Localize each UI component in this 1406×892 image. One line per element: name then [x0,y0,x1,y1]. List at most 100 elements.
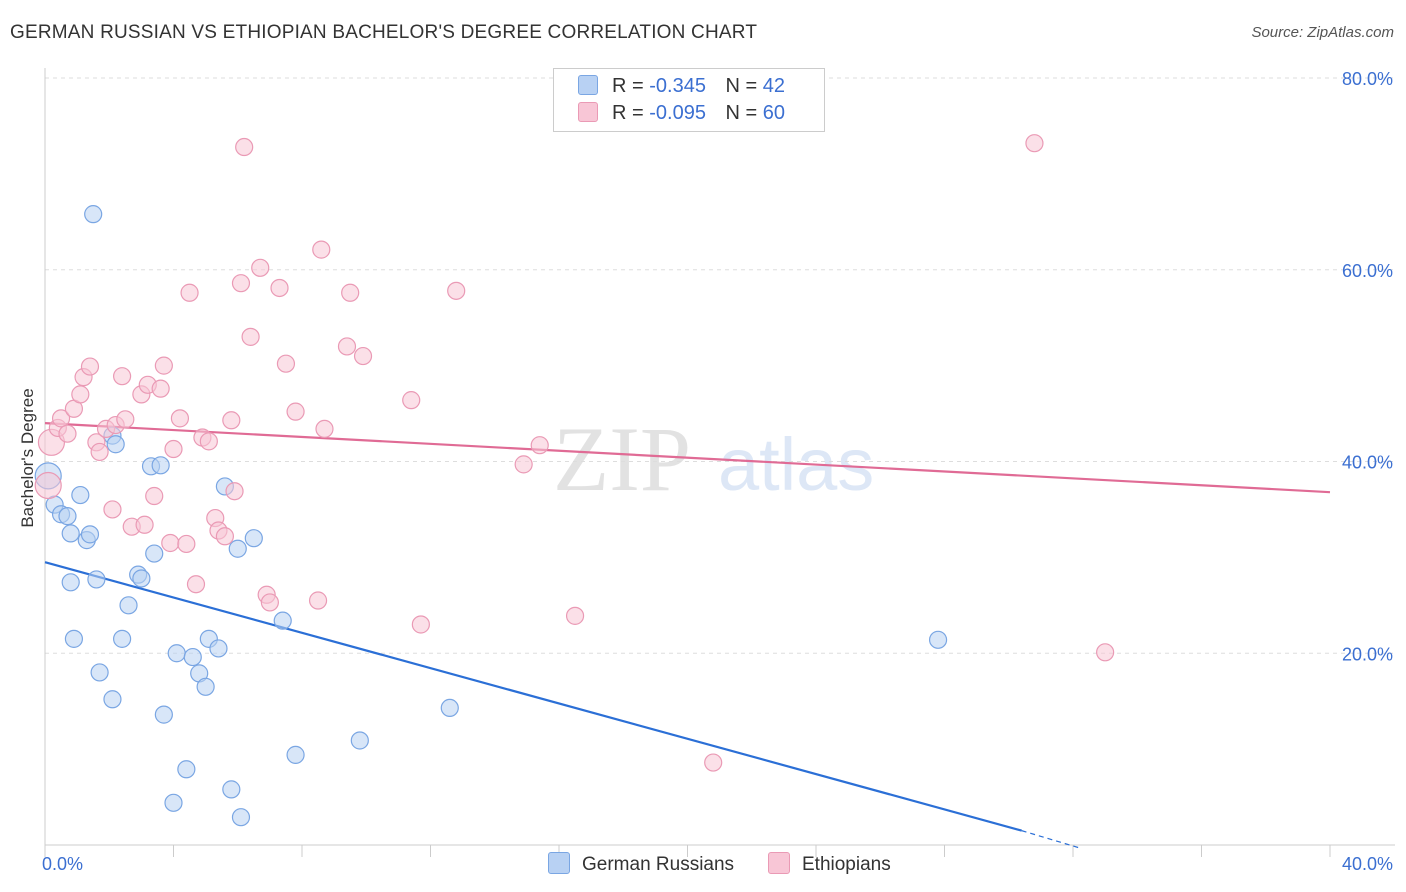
ethiopian-point [90,442,109,462]
x-tick-label: 0.0% [42,854,83,874]
ethiopian-point [1096,643,1115,662]
ethiopian-point [270,278,289,298]
data-points [34,134,1115,827]
german-russian-point [132,569,151,588]
ethiopian-point [447,281,466,300]
german-russian-point [154,705,173,724]
tick-labels: 20.0% 40.0% 60.0% 80.0% 0.0% 40.0% [42,69,1393,874]
ethiopian-point [402,391,421,410]
ethiopian-point [164,439,183,459]
y-tick-label: 80.0% [1342,69,1393,89]
ethiopian-point [51,409,71,428]
legend-r-label: R = [612,102,644,124]
ethiopian-point [186,575,206,594]
ethiopian-point [151,379,170,398]
ethiopian-point [231,274,251,293]
ethiopian-point [154,356,173,375]
german-russian-point [106,435,125,454]
ethiopian-point [222,411,241,430]
legend-swatch-blue [578,75,598,95]
ethiopian-point [260,593,279,612]
ethiopian-point [58,424,77,443]
german-russian-point [164,793,183,812]
ethiopian-point [235,137,254,157]
ethiopian-point [1025,134,1044,153]
source-credit: Source: ZipAtlas.com [1251,24,1394,41]
ethiopian-point [411,615,430,634]
german-russian-point [61,524,80,543]
german-russian-point [350,731,369,750]
ethiopian-point [312,240,331,259]
ethiopian-point [530,436,549,455]
ethiopian-point [308,591,328,610]
ethiopian-point [251,258,270,277]
legend-n-value: 60 [762,102,786,124]
ethiopian-point [103,500,122,519]
german-russian-point [183,647,202,667]
german-russian-point [209,639,228,658]
german-russian-point [119,596,138,615]
german-russian-point [58,507,77,526]
german-russian-point [145,544,164,563]
ethiopian-point [704,753,723,772]
ethiopian-point [199,432,218,451]
ethiopian-point [71,385,90,404]
legend-n-label: N = [725,75,758,97]
ethiopian-point [225,482,244,501]
ethiopian-point [116,410,135,429]
series-swatch-pink [768,852,790,874]
german-russian-point [228,539,247,558]
watermark-zip: ZIP [553,408,691,510]
x-tick-label: 40.0% [1342,854,1393,874]
german-russian-point [231,808,251,827]
gridlines [45,77,1395,654]
ethiopian-point [135,515,154,534]
series-swatch-blue [548,852,570,874]
series-legend-german-russians: German Russians [548,852,734,876]
ethiopian-point [80,357,100,376]
german-russian-point [71,485,90,505]
german-russian-trendline [44,561,1022,832]
ethiopian-point [215,527,234,546]
legend-row-german-russians: R = -0.345 N = 42 [578,75,785,99]
ethiopian-trendline [44,422,1331,494]
legend-swatch-pink [578,102,598,122]
ethiopian-point [341,283,360,302]
german-russian-point [222,780,241,799]
german-russian-point [103,690,122,709]
series-name: German Russians [582,854,735,875]
german-russian-point [112,629,132,648]
german-russian-point [167,644,186,663]
axes [44,68,1395,857]
german-russian-point [286,745,305,764]
ethiopian-point [34,471,62,500]
trend-lines [44,422,1331,849]
ethiopian-point [112,367,132,386]
german-russian-point [80,525,100,544]
legend-n-value: 42 [762,75,786,97]
german-russian-point [928,630,948,649]
y-tick-label: 40.0% [1342,453,1393,473]
ethiopian-point [353,346,373,366]
german-russian-point [61,573,80,592]
chart-title: GERMAN RUSSIAN VS ETHIOPIAN BACHELOR'S D… [10,22,758,43]
german-russian-point [273,611,292,630]
german-russian-trendline-extension [1021,830,1080,849]
y-axis-label: Bachelor's Degree [18,388,37,528]
ethiopian-point [145,486,164,506]
ethiopian-point [170,409,190,428]
german-russian-point [244,529,263,548]
german-russian-point [196,677,215,696]
ethiopian-point [286,402,305,421]
german-russian-point [84,205,103,224]
ethiopian-point [514,455,533,474]
y-tick-label: 20.0% [1342,644,1393,664]
ethiopian-point [177,534,196,554]
ethiopian-point [276,354,296,373]
german-russian-point [64,629,84,648]
german-russian-point [87,570,106,589]
ethiopian-point [241,327,260,346]
german-russian-point [90,663,109,682]
legend-r-label: R = [612,75,644,97]
